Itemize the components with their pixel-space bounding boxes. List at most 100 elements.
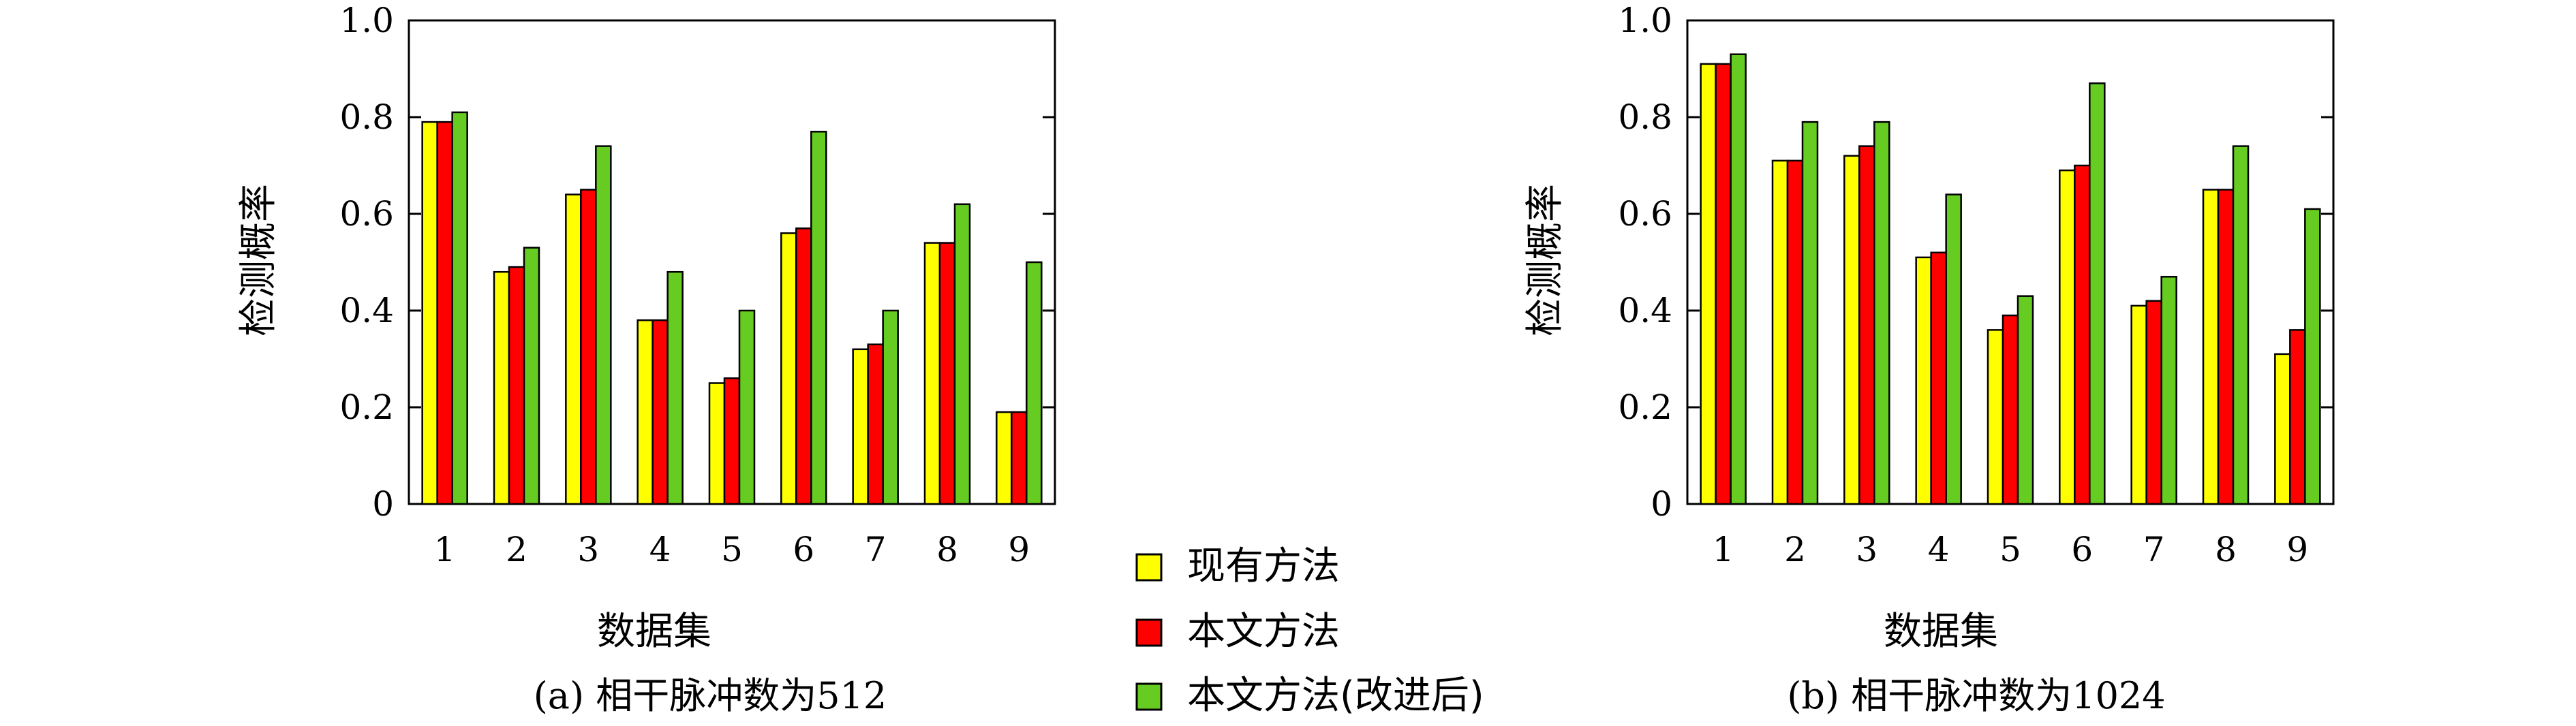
panel-b-bar-s2-c9 [2289, 329, 2306, 505]
panel-a-bar-s2-c6 [795, 227, 812, 505]
panel-a-bar-s2-c5 [723, 377, 741, 505]
panel-b-bar-s1-c2 [1771, 159, 1789, 505]
panel-b-bar-s3-c9 [2304, 208, 2321, 505]
legend-swatch-existing [1135, 553, 1163, 582]
panel-a-ytick-label: 0.4 [339, 291, 394, 330]
panel-b-bar-s2-c7 [2145, 300, 2162, 505]
panel-a-bar-s1-c7 [852, 348, 869, 505]
panel-a-bar-s1-c2 [493, 270, 510, 505]
panel-b-bar-s2-c6 [2074, 164, 2091, 505]
panel-a-bar-s2-c3 [580, 189, 597, 505]
panel-a-bar-s2-c9 [1011, 411, 1028, 505]
panel-b-bar-s1-c5 [1987, 329, 2004, 505]
panel-a-bar-s1-c3 [565, 193, 582, 505]
panel-a-bar-s3-c3 [595, 145, 612, 505]
panel-b-bar-s3-c4 [1945, 193, 1962, 505]
panel-a-bar-s3-c6 [810, 131, 827, 505]
panel-b-xtick-label: 5 [1999, 530, 2021, 569]
panel-a-bar-s3-c2 [523, 247, 540, 505]
panel-b-bar-s3-c7 [2160, 276, 2177, 505]
panel-b-ytick-label: 0 [1651, 484, 1672, 524]
panel-b-bar-s1-c6 [2059, 169, 2076, 505]
panel-a-xtick-label: 5 [721, 530, 743, 569]
panel-a-bar-s3-c5 [738, 309, 756, 505]
panel-b-bar-s3-c5 [2017, 295, 2034, 505]
panel-b: 0 0.2 0.4 0.6 0.8 1.0 1 2 3 4 5 6 7 8 9 [1618, 1, 2335, 569]
panel-a-bar-s2-c7 [867, 343, 884, 505]
legend-swatch-proposed [1135, 618, 1163, 647]
panel-a-bar-s1-c6 [780, 232, 797, 505]
panel-a-bar-s3-c1 [451, 111, 468, 505]
panel-a-caption: (a) 相干脉冲数为512 [534, 674, 887, 717]
panel-a-bar-s1-c4 [637, 319, 654, 505]
panel-a-xtick-label: 3 [577, 530, 599, 569]
panel-b-ytick-label: 1.0 [1618, 1, 1672, 40]
panel-a-bar-s2-c8 [938, 242, 956, 505]
panel-a-xtick-label: 4 [649, 530, 671, 569]
panel-a-bar-s1-c8 [923, 242, 941, 505]
panel-a-xtick-label: 7 [865, 530, 887, 569]
panel-a-ytick-label: 0.2 [339, 388, 394, 427]
panel-a-bar-s1-c5 [708, 382, 726, 505]
panel-b-xlabel: 数据集 [1884, 610, 1998, 654]
panel-b-bar-s2-c3 [1858, 145, 1875, 505]
panel-a-ylabel: 检测概率 [236, 184, 281, 336]
panel-b-bar-s2-c1 [1715, 63, 1732, 505]
panel-b-ytick-label: 0.8 [1618, 97, 1672, 137]
panel-a-xtick-label: 8 [936, 530, 958, 569]
panel-a-ytick-label: 0 [372, 484, 394, 524]
legend-label-proposed: 本文方法 [1187, 610, 1340, 654]
panel-b-xtick-label: 3 [1856, 530, 1877, 569]
panel-a-bar-s1-c1 [421, 121, 438, 505]
legend-label-improved: 本文方法(改进后) [1187, 674, 1484, 718]
panel-b-bar-s2-c8 [2217, 189, 2235, 505]
panel-b-xtick-label: 2 [1784, 530, 1806, 569]
panel-a: 0 0.2 0.4 0.6 0.8 1.0 1 2 3 4 5 6 7 8 9 [339, 1, 1056, 569]
panel-b-caption: (b) 相干脉冲数为1024 [1787, 674, 2165, 717]
panel-b-ytick-label: 0.6 [1618, 194, 1672, 234]
panel-a-bar-s3-c8 [953, 203, 971, 505]
panel-b-bar-s2-c2 [1786, 159, 1804, 505]
panel-b-bar-s2-c4 [1930, 251, 1947, 505]
panel-a-ytick-label: 0.8 [339, 97, 394, 137]
legend: 现有方法 本文方法 本文方法(改进后) [1135, 544, 1484, 718]
panel-a-bar-s3-c4 [666, 270, 684, 505]
panel-b-xtick-label: 1 [1713, 530, 1734, 569]
panel-a-bar-s2-c1 [436, 121, 453, 505]
panel-b-xtick-label: 7 [2143, 530, 2165, 569]
panel-a-xtick-label: 9 [1008, 530, 1030, 569]
panel-b-bar-s3-c8 [2232, 145, 2250, 505]
panel-a-bar-s2-c4 [651, 319, 669, 505]
panel-a-ytick-label: 1.0 [339, 1, 394, 40]
panel-b-ytick-label: 0.4 [1618, 291, 1672, 330]
panel-b-xtick-label: 6 [2071, 530, 2093, 569]
panel-b-ylabel: 检测概率 [1523, 184, 1567, 336]
legend-swatch-improved [1135, 682, 1163, 711]
legend-label-existing: 现有方法 [1187, 544, 1340, 588]
panel-b-bar-s3-c2 [1801, 121, 1819, 505]
panel-a-bar-s3-c7 [882, 309, 899, 505]
panel-b-bar-s2-c5 [2002, 314, 2019, 505]
panel-b-bar-s1-c4 [1915, 256, 1932, 505]
panel-a-bar-s3-c9 [1026, 261, 1043, 505]
panel-b-xtick-label: 8 [2215, 530, 2237, 569]
panel-b-bar-s1-c9 [2274, 353, 2291, 505]
panel-a-xlabel: 数据集 [597, 610, 711, 654]
panel-b-ytick-label: 0.2 [1618, 388, 1672, 427]
panel-a-bar-s1-c9 [996, 411, 1013, 505]
panel-b-bar-s3-c6 [2089, 82, 2106, 505]
panel-b-bar-s1-c1 [1700, 63, 1717, 505]
panel-a-xtick-label: 1 [434, 530, 456, 569]
panel-a-bar-s2-c2 [508, 266, 525, 505]
panel-a-ytick-label: 0.6 [339, 194, 394, 234]
panel-a-xtick-label: 2 [506, 530, 527, 569]
panel-a-xtick-label: 6 [793, 530, 814, 569]
panel-b-bar-s1-c7 [2130, 304, 2147, 505]
panel-b-bar-s3-c1 [1730, 53, 1747, 505]
panel-b-bar-s1-c3 [1843, 155, 1860, 505]
panel-b-bar-s1-c8 [2202, 189, 2220, 505]
panel-b-xtick-label: 4 [1928, 530, 1950, 569]
panel-b-bar-s3-c3 [1873, 121, 1890, 505]
panel-b-xtick-label: 9 [2286, 530, 2308, 569]
